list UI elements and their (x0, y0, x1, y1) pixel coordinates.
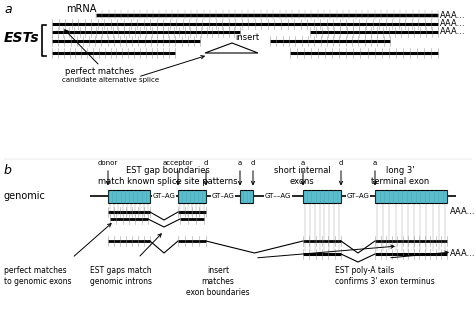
Text: long 3'
terminal exon: long 3' terminal exon (371, 166, 429, 186)
Text: AAA...: AAA... (440, 19, 466, 29)
Text: AAA...: AAA... (440, 28, 466, 37)
Text: a: a (373, 160, 377, 166)
Text: GT–AG: GT–AG (153, 193, 176, 199)
Text: candidate alternative splice: candidate alternative splice (62, 77, 159, 83)
Text: perfect matches: perfect matches (65, 67, 134, 76)
Text: acceptor: acceptor (163, 160, 193, 166)
Text: a: a (4, 3, 11, 16)
Text: GT–AG: GT–AG (347, 193, 369, 199)
Text: mRNA: mRNA (66, 4, 96, 14)
Text: a: a (238, 160, 242, 166)
Bar (178, 190, 206, 203)
Text: EST gap boundaries
match known splice site patterns: EST gap boundaries match known splice si… (98, 166, 238, 186)
Text: EST poly-A tails
confirms 3' exon terminus: EST poly-A tails confirms 3' exon termin… (335, 266, 435, 286)
Text: short internal
exons: short internal exons (274, 166, 330, 186)
Bar (240, 190, 253, 203)
Text: d: d (339, 160, 343, 166)
Text: perfect matches
to genomic exons: perfect matches to genomic exons (4, 266, 71, 286)
Text: insert: insert (235, 33, 259, 42)
Text: GT–AG: GT–AG (211, 193, 235, 199)
Text: insert
matches
exon boundaries: insert matches exon boundaries (186, 266, 250, 297)
Text: ESTs: ESTs (4, 31, 40, 45)
Text: EST gaps match
genomic introns: EST gaps match genomic introns (90, 266, 152, 286)
Text: AAA...: AAA... (450, 208, 476, 216)
Text: a: a (301, 160, 305, 166)
Text: AAA...: AAA... (440, 11, 466, 19)
Text: GT––AG: GT––AG (265, 193, 291, 199)
Text: b: b (4, 164, 12, 177)
Text: genomic: genomic (4, 191, 46, 201)
Bar (108, 190, 150, 203)
Text: AAA...: AAA... (450, 249, 476, 259)
Text: donor: donor (98, 160, 118, 166)
Text: d: d (251, 160, 255, 166)
Text: d: d (204, 160, 208, 166)
Bar (303, 190, 341, 203)
Bar (375, 190, 447, 203)
